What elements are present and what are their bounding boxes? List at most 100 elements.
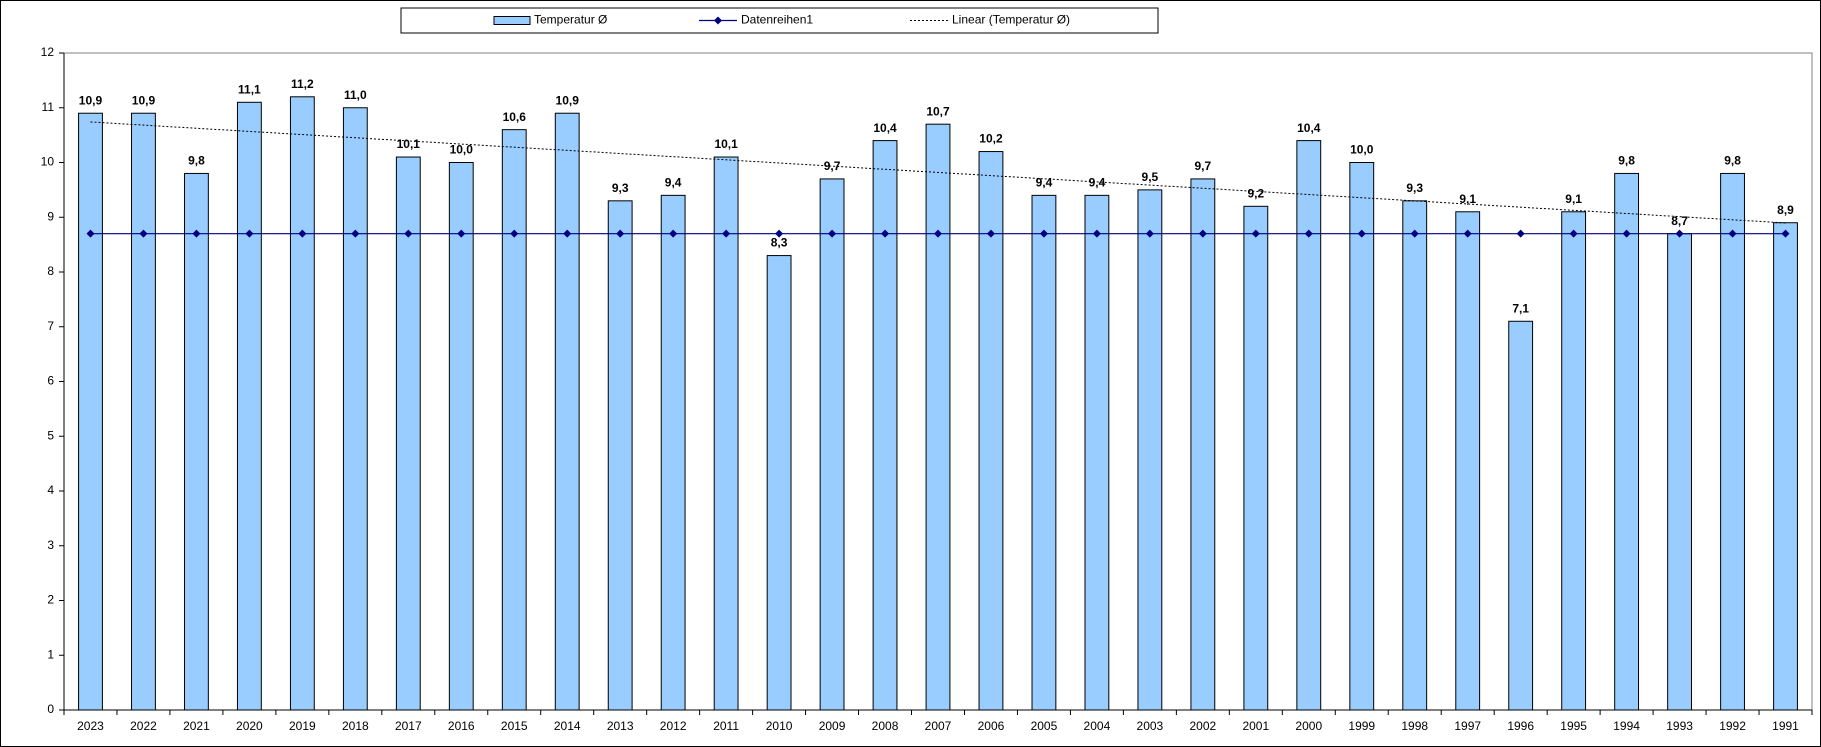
- value-label: 10,1: [397, 137, 421, 151]
- x-tick-label: 2019: [289, 719, 316, 733]
- marker: [828, 229, 837, 238]
- x-tick-label: 2004: [1084, 719, 1111, 733]
- bar: [1190, 178, 1216, 711]
- x-tick-label: 2011: [713, 719, 739, 733]
- value-label: 10,9: [79, 93, 103, 107]
- value-label: 9,4: [665, 176, 682, 190]
- x-tick-label: 1991: [1772, 719, 1799, 733]
- y-tick-label: 0: [47, 702, 54, 716]
- x-tick-label: 2006: [978, 719, 1005, 733]
- marker: [86, 229, 95, 238]
- x-tick-label: 2018: [342, 719, 369, 733]
- value-label: 10,2: [979, 132, 1003, 146]
- bar: [448, 162, 474, 711]
- value-label: 9,3: [612, 181, 629, 195]
- value-label: 9,4: [1089, 176, 1106, 190]
- value-label: 10,0: [450, 143, 474, 157]
- marker: [1622, 229, 1631, 238]
- value-label: 11,1: [238, 82, 261, 96]
- bar: [713, 156, 739, 711]
- x-tick-label: 2005: [1031, 719, 1058, 733]
- marker: [1675, 229, 1684, 238]
- bar: [1349, 162, 1375, 711]
- bar: [607, 200, 633, 711]
- y-tick-label: 2: [47, 593, 54, 607]
- value-label: 9,5: [1142, 170, 1159, 184]
- bar: [501, 129, 527, 711]
- marker: [404, 229, 413, 238]
- marker: [1463, 229, 1472, 238]
- bar: [1084, 194, 1110, 711]
- marker: [1251, 229, 1260, 238]
- bar: [660, 194, 686, 711]
- value-label: 9,8: [1618, 154, 1635, 168]
- legend-marker: [714, 16, 722, 25]
- value-label: 9,3: [1406, 181, 1423, 195]
- bar: [78, 112, 103, 711]
- marker: [510, 229, 519, 238]
- marker: [775, 229, 784, 238]
- y-tick-label: 3: [47, 538, 54, 552]
- bar: [1614, 172, 1640, 711]
- bar: [872, 140, 898, 711]
- value-label: 10,9: [132, 93, 156, 107]
- x-tick-label: 2002: [1189, 719, 1216, 733]
- x-tick-label: 2003: [1137, 719, 1164, 733]
- bar: [1773, 222, 1798, 711]
- marker: [1304, 229, 1313, 238]
- marker: [1039, 229, 1048, 238]
- value-label: 7,1: [1512, 301, 1529, 315]
- x-tick-label: 2010: [766, 719, 793, 733]
- value-label: 9,2: [1247, 186, 1264, 200]
- value-label: 9,8: [188, 154, 205, 168]
- value-label: 11,0: [344, 88, 367, 102]
- marker: [351, 229, 360, 238]
- y-tick-label: 9: [47, 209, 54, 223]
- marker: [563, 229, 572, 238]
- bar: [1667, 233, 1692, 711]
- legend-swatch: [493, 16, 531, 25]
- legend-label: Datenreihen1: [741, 13, 813, 27]
- trendline: [90, 121, 1786, 224]
- bar: [1243, 205, 1269, 711]
- value-label: 10,0: [1350, 143, 1374, 157]
- x-tick-label: 2007: [925, 719, 952, 733]
- marker: [669, 229, 678, 238]
- x-tick-label: 2021: [183, 719, 210, 733]
- x-tick-label: 2013: [607, 719, 634, 733]
- marker: [1516, 229, 1525, 238]
- x-tick-label: 2000: [1295, 719, 1322, 733]
- marker: [298, 229, 307, 238]
- value-label: 8,3: [771, 236, 788, 250]
- value-label: 10,7: [926, 104, 950, 118]
- value-label: 10,6: [503, 110, 527, 124]
- bar: [236, 101, 262, 711]
- value-label: 11,2: [291, 77, 314, 91]
- marker: [192, 229, 201, 238]
- y-tick-label: 11: [42, 100, 55, 114]
- y-tick-label: 10: [41, 155, 55, 169]
- x-tick-label: 1992: [1719, 719, 1746, 733]
- x-tick-label: 1996: [1507, 719, 1534, 733]
- bar: [289, 96, 315, 711]
- value-label: 10,1: [714, 137, 738, 151]
- marker: [1145, 229, 1154, 238]
- x-tick-label: 1993: [1666, 719, 1693, 733]
- x-tick-label: 1997: [1454, 719, 1481, 733]
- x-tick-label: 2016: [448, 719, 475, 733]
- y-tick-label: 4: [47, 483, 54, 497]
- marker: [1728, 229, 1737, 238]
- marker: [1781, 229, 1790, 238]
- y-tick-label: 12: [41, 45, 55, 59]
- marker: [616, 229, 625, 238]
- value-label: 10,4: [873, 121, 897, 135]
- x-tick-label: 2023: [77, 719, 104, 733]
- x-tick-label: 2009: [819, 719, 846, 733]
- marker: [1198, 229, 1207, 238]
- value-label: 10,4: [1297, 121, 1321, 135]
- value-label: 9,1: [1459, 192, 1476, 206]
- bar: [1031, 194, 1057, 711]
- bar: [925, 123, 951, 711]
- marker: [1410, 229, 1419, 238]
- marker: [139, 229, 148, 238]
